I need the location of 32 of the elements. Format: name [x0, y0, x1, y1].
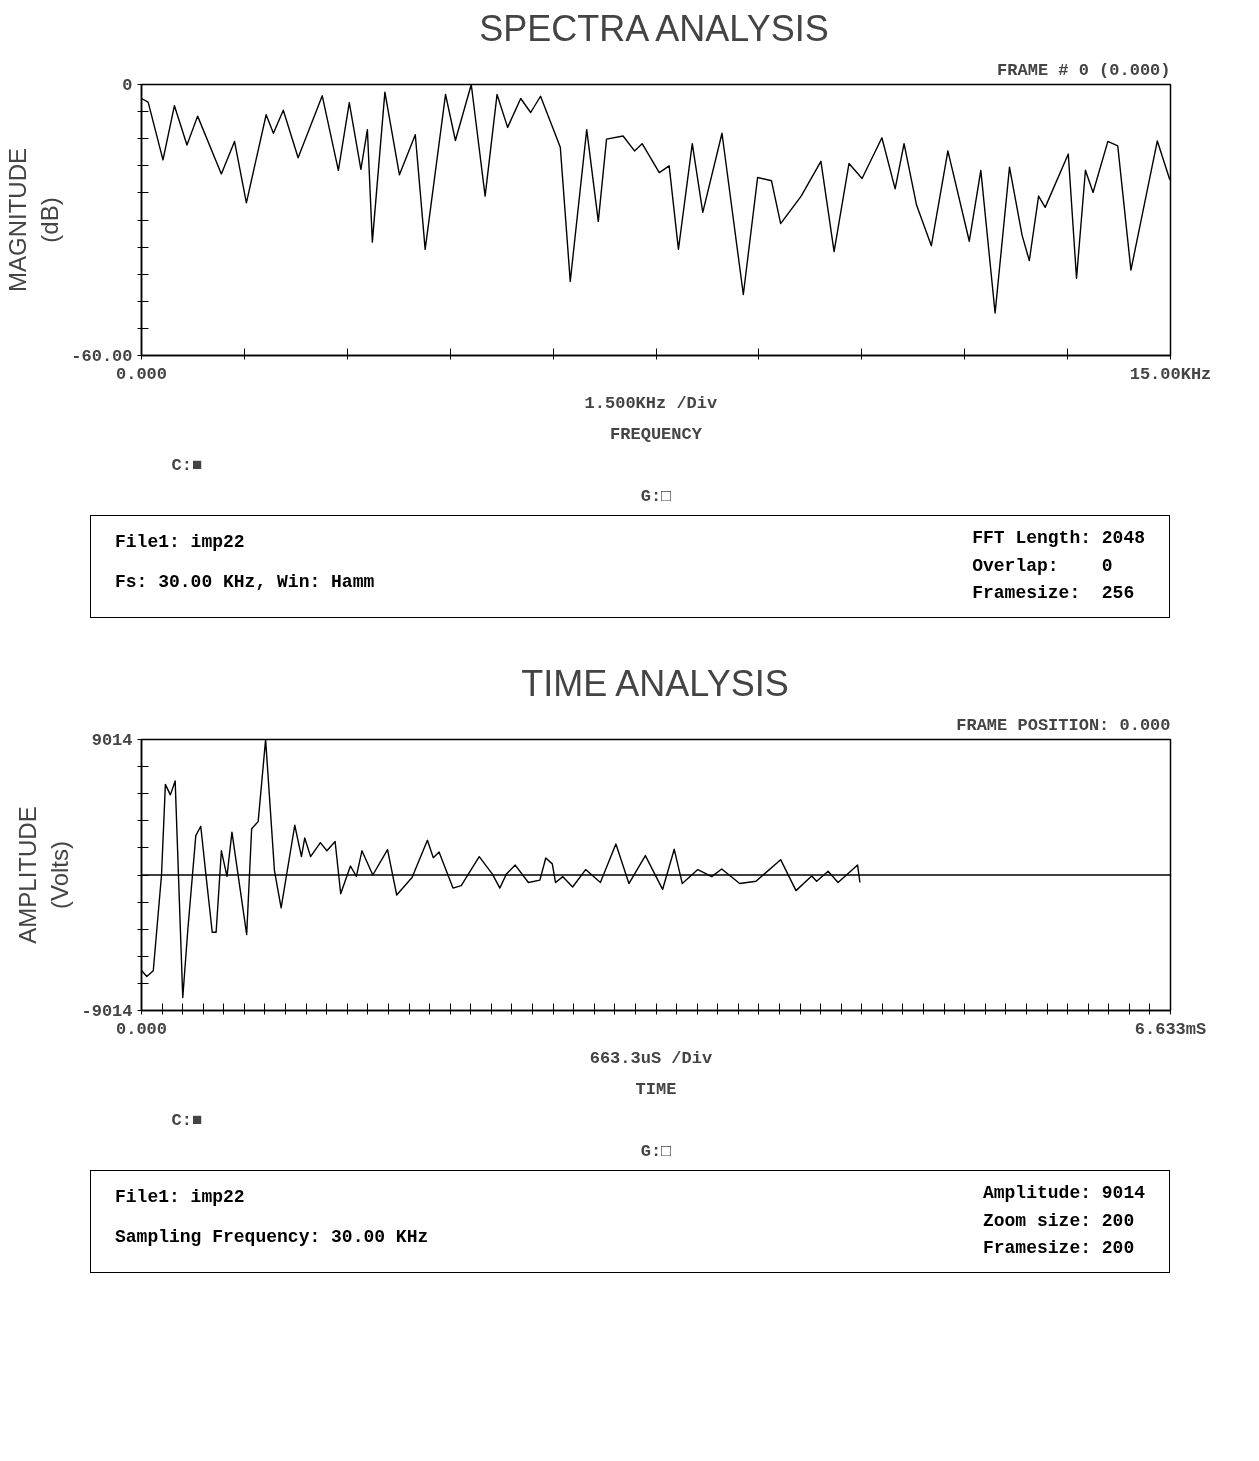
- text: Framesize: 200: [982, 1237, 1136, 1261]
- text: File1: imp22: [115, 1186, 246, 1209]
- x-tick-label: 0.000: [116, 364, 168, 384]
- text: G:□: [640, 1141, 672, 1161]
- text: Sampling Frequency: 30.00 KHz: [115, 1225, 429, 1249]
- text: C:■: [171, 455, 203, 475]
- y-axis-title: AMPLITUDE (Volts): [14, 806, 74, 944]
- chart-subtitle: FRAME POSITION: 0.000: [956, 715, 1171, 735]
- text: File1: imp22: [115, 531, 246, 554]
- chart-subtitle: FRAME # 0 (0.000): [997, 60, 1171, 80]
- y-tick-label: 0: [122, 76, 133, 95]
- chart-title: TIME ANALYSIS: [521, 662, 789, 704]
- text: Zoom size: 200: [982, 1209, 1136, 1233]
- text: 1.500KHz /Div: [584, 393, 718, 413]
- text: 663.3uS /Div: [589, 1048, 713, 1068]
- x-tick-label: 6.633mS: [1134, 1019, 1207, 1039]
- x-tick-label: 15.00KHz: [1129, 364, 1212, 384]
- text: Amplitude: 9014: [982, 1182, 1145, 1205]
- text: Framesize: 256: [972, 582, 1136, 606]
- y-tick-label: -60.00: [71, 347, 133, 366]
- text: Overlap: 0: [972, 554, 1114, 578]
- x-axis-title: FREQUENCY: [610, 424, 703, 444]
- y-tick-label: -9014: [81, 1002, 133, 1021]
- y-tick-label: 9014: [91, 731, 133, 750]
- x-axis-title: TIME: [635, 1079, 677, 1099]
- text: FFT Length: 2048: [972, 527, 1145, 550]
- chart-title: SPECTRA ANALYSIS: [479, 7, 829, 49]
- text: C:■: [171, 1110, 203, 1130]
- text: G:□: [640, 486, 672, 506]
- text: Fs: 30.00 KHz, Win: Hamm: [115, 570, 375, 594]
- y-axis-title: MAGNITUDE (dB): [3, 148, 64, 292]
- x-tick-label: 0.000: [116, 1019, 168, 1039]
